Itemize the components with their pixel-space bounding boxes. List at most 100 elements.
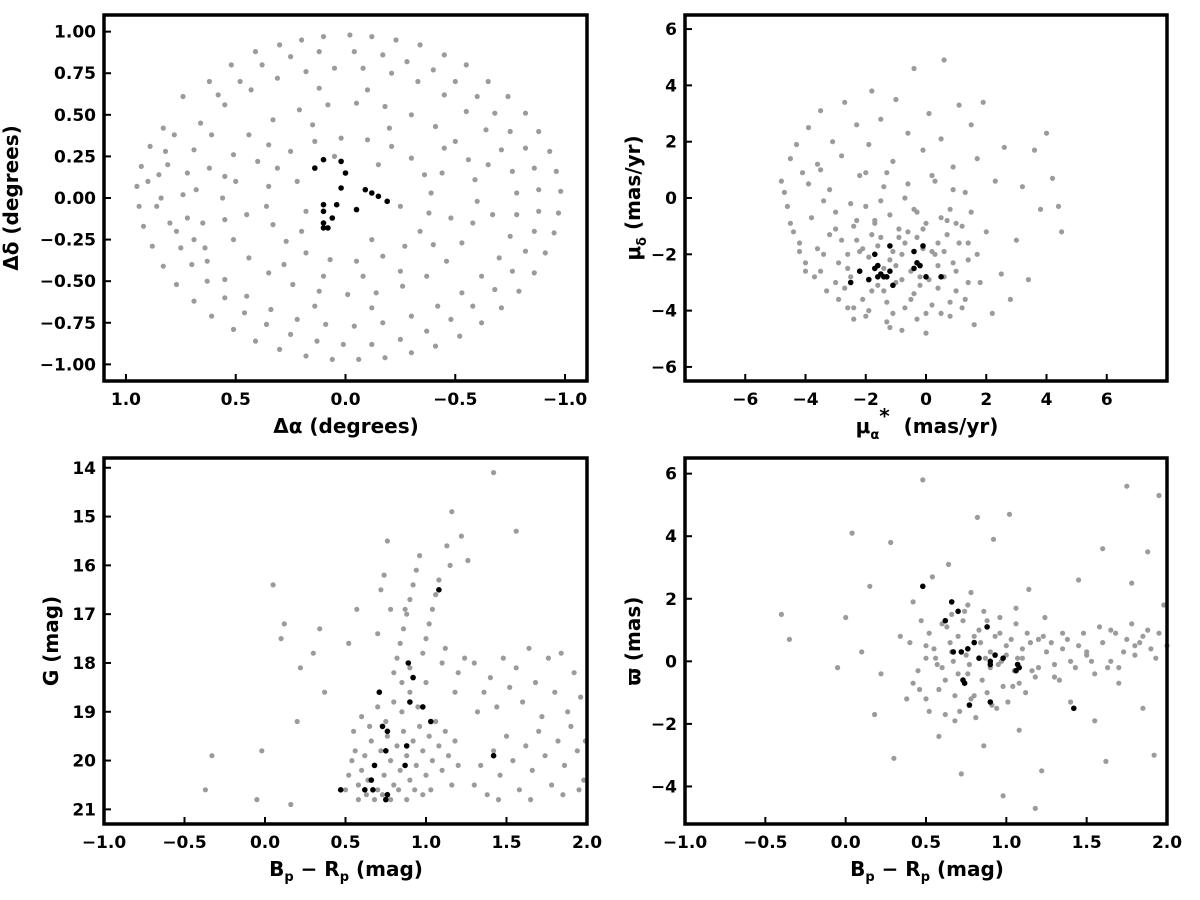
sky-y-tick-label: 0.50 <box>54 106 96 126</box>
cmd-point <box>500 655 506 661</box>
parallax-point <box>1103 758 1109 765</box>
parallax-point <box>1003 643 1009 649</box>
pm-point <box>793 141 800 148</box>
cmd-point <box>413 567 419 573</box>
parallax-y-tick-label: 4 <box>665 527 677 547</box>
parallax-x-tick-label: −1.0 <box>663 833 708 853</box>
parallax-point <box>867 583 873 589</box>
sky-point <box>382 355 388 361</box>
parallax-point <box>1140 705 1146 711</box>
pm-point <box>851 305 857 311</box>
pm-point <box>887 212 893 218</box>
sky-point <box>193 187 199 193</box>
sky-point <box>432 123 439 130</box>
sky-point <box>393 37 399 43</box>
sky-point <box>204 278 210 284</box>
sky-point <box>244 212 250 218</box>
pm-point <box>893 96 899 103</box>
pm-point <box>893 263 899 269</box>
sky-point <box>237 78 243 85</box>
sky-point <box>303 69 309 75</box>
pm-point <box>974 156 980 162</box>
pm-point <box>923 330 929 336</box>
pm-point <box>842 99 848 105</box>
pm-point <box>784 203 791 209</box>
cmd-point <box>381 572 387 578</box>
sky-point <box>424 273 430 279</box>
sky-point <box>189 261 195 268</box>
pm-point <box>778 178 785 184</box>
pm-point <box>887 257 893 263</box>
pm-point <box>872 217 878 224</box>
sky-point <box>294 316 300 322</box>
pm-point <box>944 232 950 238</box>
sky-point <box>209 132 215 138</box>
pm-point <box>848 201 854 207</box>
cmd-point-member <box>384 728 391 735</box>
cmd-point <box>561 762 568 769</box>
sky-point-member <box>329 215 336 221</box>
cmd-point <box>410 738 416 744</box>
cmd-point <box>375 787 381 793</box>
pm-point <box>947 313 953 319</box>
cmd-point-member <box>403 743 410 749</box>
cmd-point <box>474 709 481 715</box>
sky-point <box>417 228 423 234</box>
sky-point <box>263 321 270 327</box>
pm-point-member <box>887 268 893 275</box>
parallax-point <box>891 755 897 761</box>
sky-point <box>323 321 329 327</box>
pm-point <box>866 254 872 260</box>
sky-point <box>360 273 366 279</box>
sky-point <box>353 100 360 106</box>
pm-point <box>827 232 833 238</box>
cmd-point <box>447 562 453 569</box>
cmd-x-tick-label: 2.0 <box>572 833 602 853</box>
pm-point <box>890 310 896 316</box>
parallax-point-member <box>1016 664 1022 671</box>
sky-point <box>452 138 458 144</box>
pm-frame <box>683 13 1169 383</box>
cmd-point <box>491 470 497 476</box>
pm-point <box>938 310 944 316</box>
sky-point <box>222 217 228 223</box>
parallax-x-axis-label: Bp − Rp (mag) <box>850 857 1004 885</box>
pm-point <box>790 229 797 235</box>
parallax-point <box>1096 624 1103 630</box>
parallax-y-tick-label: 0 <box>665 652 677 672</box>
parallax-point <box>888 539 894 546</box>
sky-point <box>417 42 423 48</box>
parallax-point <box>1005 699 1011 705</box>
sky-point <box>426 210 432 216</box>
parallax-points <box>778 477 1170 812</box>
sky-x-tick-label: −0.5 <box>433 390 477 410</box>
sky-point <box>202 245 208 251</box>
sky-y-tick-label: 0.00 <box>54 189 96 209</box>
pm-point <box>935 285 941 291</box>
pm-point <box>821 198 827 204</box>
cmd-point <box>571 670 577 676</box>
sky-point <box>222 173 228 179</box>
cmd-point <box>423 636 429 642</box>
sky-point <box>274 165 280 171</box>
parallax-x-tick-label: 1.0 <box>991 833 1021 853</box>
sky-point <box>277 42 283 48</box>
sky-y-tick-label: 1.00 <box>54 23 96 43</box>
sky-point <box>369 341 375 347</box>
sky-point <box>536 208 542 214</box>
pm-point <box>911 291 917 297</box>
parallax-point <box>1145 549 1151 555</box>
cmd-point <box>400 626 407 632</box>
sky-point <box>246 255 252 261</box>
cmd-point <box>278 636 284 642</box>
parallax-point <box>945 561 952 568</box>
parallax-point <box>910 599 916 605</box>
sky-point <box>266 183 272 189</box>
pm-point <box>836 260 842 266</box>
pm-point <box>1049 175 1056 181</box>
parallax-point <box>1080 630 1087 636</box>
sky-y-axis-label: Δδ (degrees) <box>0 125 23 271</box>
sky-point <box>180 192 186 198</box>
sky-point-member <box>375 193 382 200</box>
parallax-point-member <box>987 699 994 705</box>
